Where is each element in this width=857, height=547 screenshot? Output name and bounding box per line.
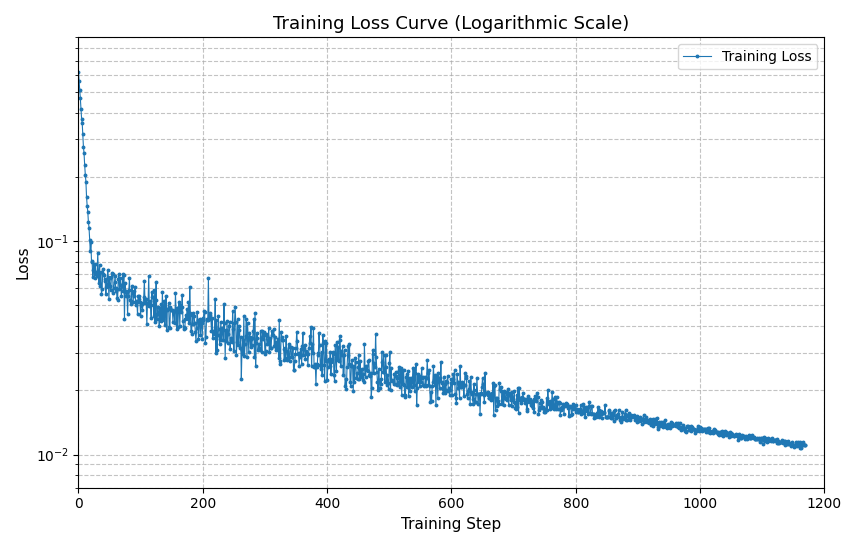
- Training Loss: [370, 331, 381, 337]
- Title: Training Loss Curve (Logarithmic Scale): Training Loss Curve (Logarithmic Scale): [273, 15, 630, 33]
- Training Loss: [621, 416, 632, 423]
- Training Loss: [74, 68, 84, 75]
- X-axis label: Training Step: Training Step: [401, 517, 501, 532]
- Y-axis label: Loss: Loss: [15, 246, 30, 280]
- Training Loss: [794, 445, 805, 452]
- Line: Training Loss: Training Loss: [77, 71, 806, 450]
- Training Loss: [288, 345, 298, 351]
- Training Loss: [252, 330, 262, 337]
- Legend: Training Loss: Training Loss: [678, 44, 818, 69]
- Training Loss: [132, 299, 142, 306]
- Training Loss: [800, 441, 811, 448]
- Training Loss: [163, 306, 173, 312]
